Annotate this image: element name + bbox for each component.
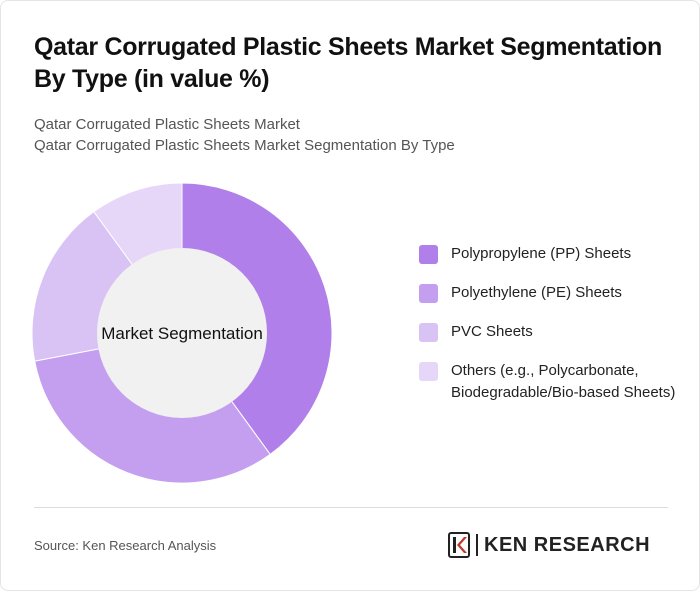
ken-research-logo: KEN RESEARCH	[448, 531, 650, 559]
donut-center-label: Market Segmentation	[101, 324, 263, 343]
subtitle-line-2: Qatar Corrugated Plastic Sheets Market S…	[34, 137, 455, 154]
legend-label: PVC Sheets	[451, 323, 533, 340]
legend-label: Others (e.g., Polycarbonate, Biodegradab…	[451, 362, 676, 401]
legend-swatch	[419, 362, 438, 381]
chart-subtitle: Qatar Corrugated Plastic Sheets Market Q…	[34, 114, 455, 156]
legend-swatch	[419, 284, 438, 303]
donut-hole	[97, 248, 267, 418]
legend-item: PVC Sheets	[419, 321, 679, 343]
source-note: Source: Ken Research Analysis	[34, 538, 217, 553]
footer-divider	[34, 507, 668, 508]
chart-legend: Polypropylene (PP) Sheets Polyethylene (P…	[419, 243, 679, 421]
legend-swatch	[419, 245, 438, 264]
legend-label: Polypropylene (PP) Sheets	[451, 245, 632, 262]
legend-swatch	[419, 323, 438, 342]
logo-text: KEN RESEARCH	[484, 533, 651, 556]
legend-item: Polyethylene (PE) Sheets	[419, 282, 679, 304]
subtitle-line-1: Qatar Corrugated Plastic Sheets Market	[34, 116, 300, 133]
ken-research-logo-icon	[448, 532, 470, 558]
legend-item: Polypropylene (PP) Sheets	[419, 243, 679, 265]
legend-item: Others (e.g., Polycarbonate, Biodegradab…	[419, 360, 679, 404]
donut-chart: Market Segmentation	[31, 182, 333, 484]
logo-separator	[476, 534, 478, 556]
chart-title: Qatar Corrugated Plastic Sheets Market S…	[34, 33, 662, 93]
legend-label: Polyethylene (PE) Sheets	[451, 284, 622, 301]
